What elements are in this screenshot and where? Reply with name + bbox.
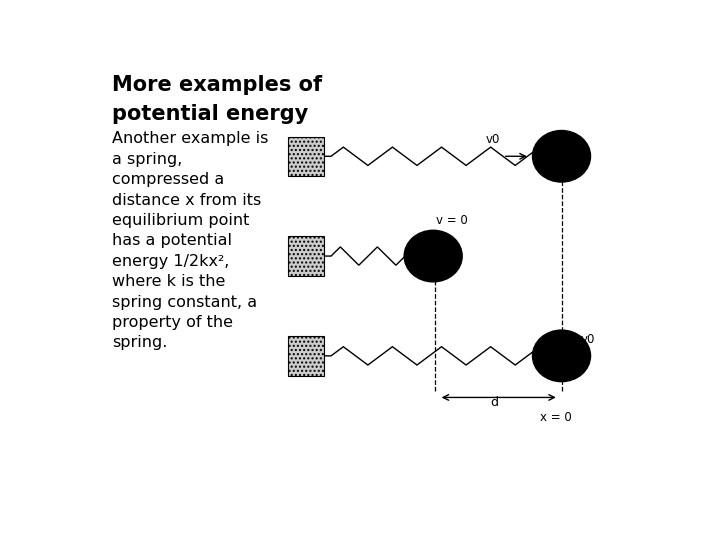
Text: Another example is
a spring,
compressed a
distance x from its
equilibrium point
: Another example is a spring, compressed …	[112, 131, 269, 350]
Text: potential energy: potential energy	[112, 104, 309, 124]
Text: v0: v0	[486, 133, 500, 146]
Bar	[288, 137, 324, 176]
Text: v0: v0	[581, 333, 595, 346]
Text: More examples of: More examples of	[112, 75, 323, 95]
Text: x = 0: x = 0	[540, 411, 572, 424]
Text: v = 0: v = 0	[436, 214, 467, 227]
Text: d: d	[490, 396, 498, 409]
Ellipse shape	[533, 131, 590, 182]
Ellipse shape	[533, 330, 590, 382]
Bar	[288, 237, 324, 276]
Bar	[288, 336, 324, 376]
Ellipse shape	[404, 230, 462, 282]
